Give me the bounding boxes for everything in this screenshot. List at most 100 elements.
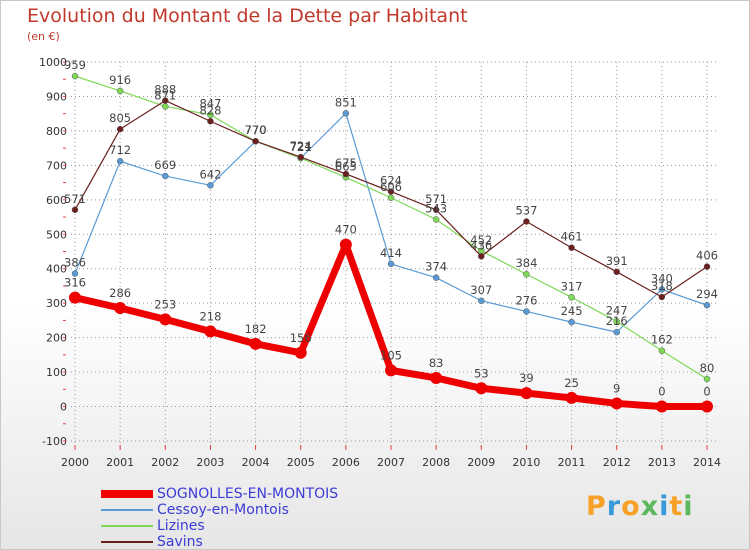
x-tick-label: 2007 [377,456,405,469]
data-point-lizines [703,375,711,383]
x-tick-label: 2014 [693,456,721,469]
data-point-lizines [207,111,214,118]
x-tick-label: 2004 [242,456,270,469]
data-point-cessoy-en-montois [478,297,485,305]
axes: -100010020030040050060070080090010002000… [39,56,721,469]
data-point-cessoy-en-montois [613,328,620,336]
data-label-lizines: 770 [245,123,267,137]
data-point-savins [432,206,440,214]
legend-swatch-sognolles [101,490,153,498]
data-point-savins [387,188,395,195]
data-label-cessoy-en-montois: 851 [335,95,357,109]
data-label-sognolles-en-montois: 105 [380,348,402,362]
data-label-cessoy-en-montois: 414 [380,246,402,260]
y-tick-label: 400 [46,263,67,276]
x-tick-label: 2009 [467,456,495,469]
data-label-cessoy-en-montois: 642 [199,167,221,181]
data-point-savins [613,268,620,276]
data-point-sognolles-en-montois [475,382,488,395]
data-point-lizines [613,318,620,325]
data-point-savins [207,118,214,125]
x-tick-label: 2013 [648,456,676,469]
data-label-savins: 770 [245,123,267,137]
legend-swatch-cessoy [101,509,153,511]
x-tick-label: 2000 [61,456,89,469]
data-point-lizines [387,194,395,202]
data-label-cessoy-en-montois: 307 [470,283,492,297]
data-point-sognolles-en-montois [159,313,172,326]
data-point-sognolles-en-montois [385,364,397,377]
logo-letter: o [621,491,641,522]
data-point-savins [116,125,124,133]
data-label-lizines: 606 [380,180,402,194]
data-label-savins: 571 [64,192,86,206]
data-label-cessoy-en-montois: 276 [515,293,537,307]
data-point-lizines [71,72,79,80]
data-point-sognolles-en-montois [610,397,623,410]
data-label-savins: 624 [380,174,402,188]
data-label-savins: 828 [199,103,221,117]
data-point-sognolles-en-montois [69,291,81,304]
data-label-lizines: 543 [425,201,447,215]
data-label-savins: 805 [109,111,131,125]
data-point-sognolles-en-montois [204,325,217,338]
data-label-sognolles-en-montois: 53 [474,366,489,380]
data-label-savins: 888 [154,83,176,97]
data-point-cessoy-en-montois [658,286,666,293]
data-point-cessoy-en-montois [116,157,124,165]
series-lines [69,72,713,413]
data-label-sognolles-en-montois: 286 [109,286,131,300]
data-point-savins [252,137,259,145]
y-tick-label: 200 [46,332,67,345]
x-tick-label: 2001 [106,456,134,469]
data-point-cessoy-en-montois [71,270,79,277]
data-point-savins [658,293,666,301]
data-label-lizines: 721 [290,140,312,154]
data-label-lizines: 162 [651,333,673,347]
data-point-lizines [568,294,575,301]
x-tick-label: 2005 [287,456,315,469]
x-tick-label: 2003 [196,456,224,469]
data-point-lizines [116,87,124,95]
y-tick-label: 1000 [39,56,67,69]
data-label-sognolles-en-montois: 316 [64,276,86,290]
data-label-cessoy-en-montois: 770 [245,123,267,137]
data-point-cessoy-en-montois [523,308,530,315]
data-label-lizines: 665 [335,159,357,173]
data-label-sognolles-en-montois: 156 [290,331,312,345]
data-label-savins: 724 [290,139,312,153]
data-point-cessoy-en-montois [342,110,350,117]
logo-letter: x [640,491,660,522]
data-point-sognolles-en-montois [430,371,443,384]
data-label-sognolles-en-montois: 182 [245,322,267,336]
data-point-cessoy-en-montois [162,172,169,180]
data-label-lizines: 317 [561,279,583,293]
data-label-savins: 537 [515,204,537,218]
data-label-sognolles-en-montois: 9 [613,381,620,395]
y-tick-label: 500 [46,228,67,241]
data-label-cessoy-en-montois: 721 [290,140,312,154]
data-point-cessoy-en-montois [207,182,214,189]
logo-letter: i [659,491,670,522]
data-label-cessoy-en-montois: 712 [109,143,131,157]
logo-letter: r [606,491,622,522]
y-tick-label: -100 [42,435,67,448]
data-point-lizines [658,347,666,354]
data-point-lizines [432,216,440,223]
legend-label-sognolles: SOGNOLLES-EN-MONTOIS [157,486,339,502]
data-label-cessoy-en-montois: 669 [154,158,176,172]
data-point-cessoy-en-montois [432,274,440,281]
data-label-lizines: 847 [199,97,221,111]
logo-letter: t [669,491,684,522]
series-line-lizines [74,75,708,380]
data-label-savins: 675 [335,156,357,170]
data-point-savins [523,218,530,225]
legend-label-lizines: Lizines [157,518,205,534]
data-label-savins: 571 [425,192,447,206]
data-label-sognolles-en-montois: 470 [335,223,357,237]
data-point-sognolles-en-montois [701,400,713,413]
data-point-sognolles-en-montois [114,302,127,315]
logo-letter: i [683,491,694,522]
